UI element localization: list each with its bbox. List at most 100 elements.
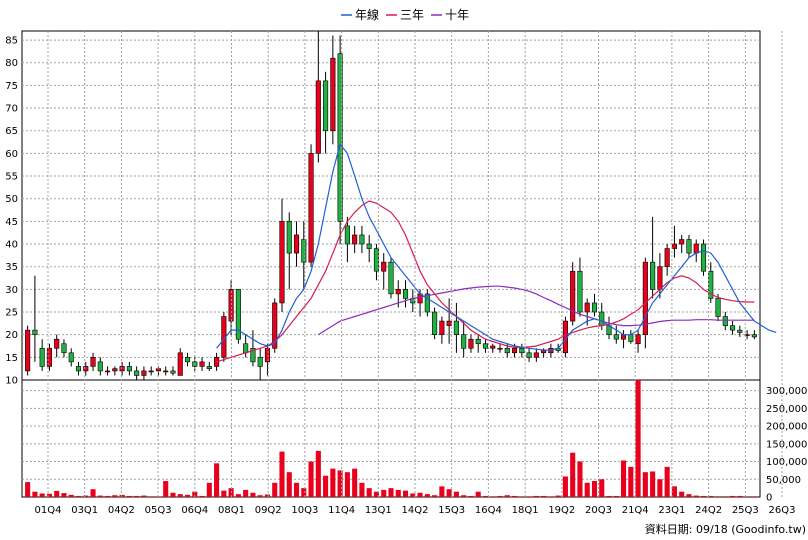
volume-bar	[642, 472, 648, 497]
candle-body	[352, 234, 358, 245]
volume-tick-label: 100,000	[766, 457, 807, 468]
candle-body	[25, 329, 31, 372]
volume-tick-label: 200,000	[766, 422, 807, 433]
volume-bar	[388, 488, 394, 497]
candle-body	[279, 221, 285, 304]
candle-body	[577, 270, 583, 313]
volume-bar	[490, 496, 496, 497]
candle-body	[250, 347, 256, 363]
candle-body	[83, 366, 89, 372]
volume-bar	[693, 495, 699, 497]
volume-bar	[381, 489, 387, 497]
volume-bar	[39, 493, 45, 497]
x-tick-label: 16Q4	[475, 505, 502, 516]
x-axis: 01Q4 03Q1 04Q2 05Q3 06Q4 08Q1 09Q2 10Q3 11Q4 13Q1…	[35, 31, 796, 516]
candle-body	[286, 221, 292, 254]
volume-bar	[90, 489, 96, 497]
price-plot-frame	[21, 30, 761, 381]
candle-body	[228, 289, 234, 322]
volume-bar	[635, 380, 641, 497]
volume-bar	[243, 489, 249, 497]
price-tick-label: 40	[5, 240, 18, 251]
price-tick-label: 25	[5, 308, 18, 319]
volume-bar	[555, 495, 561, 497]
x-tick-label: 19Q2	[548, 505, 575, 516]
candle-body	[315, 80, 321, 154]
price-tick-label: 10	[5, 376, 18, 387]
candle-body	[461, 334, 467, 349]
legend-label-ma-year: 年線	[355, 7, 379, 22]
candle-body	[155, 368, 161, 372]
volume-bar	[286, 472, 292, 497]
price-tick-label: 70	[5, 104, 18, 115]
candle-body	[475, 338, 481, 345]
candle-body	[642, 261, 648, 335]
volume-bar	[373, 491, 380, 497]
candle-body	[679, 239, 685, 245]
candle-body	[235, 289, 241, 340]
volume-bar	[526, 496, 532, 497]
volume-bar	[424, 494, 430, 497]
price-tick-label: 30	[5, 285, 18, 296]
volume-bar	[541, 495, 547, 497]
candle-body	[402, 289, 409, 299]
volume-bar	[148, 496, 154, 497]
volume-bar	[664, 466, 670, 497]
x-tick-label: 06Q4	[181, 505, 208, 516]
price-tick-label: 45	[5, 217, 18, 228]
price-tick-label: 60	[5, 149, 18, 160]
candle-body	[199, 361, 205, 367]
volume-bar	[337, 470, 343, 497]
candle-body	[359, 234, 365, 245]
candle-body	[686, 239, 692, 254]
x-tick-label: 11Q4	[328, 505, 355, 516]
candle-body	[337, 53, 343, 222]
volume-bar	[359, 482, 365, 497]
candle-body	[599, 311, 605, 326]
volume-bar	[468, 495, 474, 497]
volume-bar	[279, 451, 285, 497]
candle-body	[584, 302, 590, 313]
candle-body	[635, 334, 641, 345]
x-tick-label: 05Q3	[145, 505, 172, 516]
volume-bar	[97, 495, 103, 497]
volume-bar	[214, 463, 220, 497]
volume-bar	[264, 494, 270, 497]
candle-body	[439, 320, 445, 335]
candle-body	[126, 366, 132, 372]
candle-body	[243, 343, 249, 354]
volume-bar	[591, 481, 598, 497]
x-tick-label: 20Q3	[585, 505, 612, 516]
candle-body	[293, 234, 300, 254]
volume-bar	[25, 482, 31, 497]
candle-body	[722, 316, 728, 326]
x-tick-label: 03Q1	[71, 505, 98, 516]
volume-bar	[679, 491, 685, 497]
candle-body	[301, 239, 307, 263]
candle-body	[381, 261, 387, 272]
x-tick-label: 26Q3	[769, 505, 796, 516]
x-tick-label: 14Q2	[402, 505, 429, 516]
candle-body	[657, 266, 663, 290]
x-tick-label: 23Q1	[658, 505, 685, 516]
candle-body	[148, 370, 154, 373]
volume-bar	[570, 452, 576, 497]
x-tick-label: 15Q3	[438, 505, 465, 516]
volume-bar	[68, 494, 74, 497]
candle-body	[613, 334, 619, 340]
source-note: 資料日期: 09/18 (Goodinfo.tw)	[645, 522, 806, 536]
candle-body	[344, 225, 350, 245]
price-tick-label: 65	[5, 126, 18, 137]
volume-bar	[671, 486, 677, 497]
volume-bar	[410, 493, 416, 497]
volume-tick-label: 0	[766, 493, 772, 504]
volume-bar	[323, 475, 329, 497]
volume-bar	[192, 491, 198, 497]
x-tick-label: 01Q4	[35, 505, 62, 516]
candle-body	[490, 345, 496, 349]
volume-bar	[504, 495, 510, 497]
ma-10y-line	[317, 285, 755, 336]
candle-body	[257, 357, 263, 367]
candle-body	[39, 347, 45, 367]
